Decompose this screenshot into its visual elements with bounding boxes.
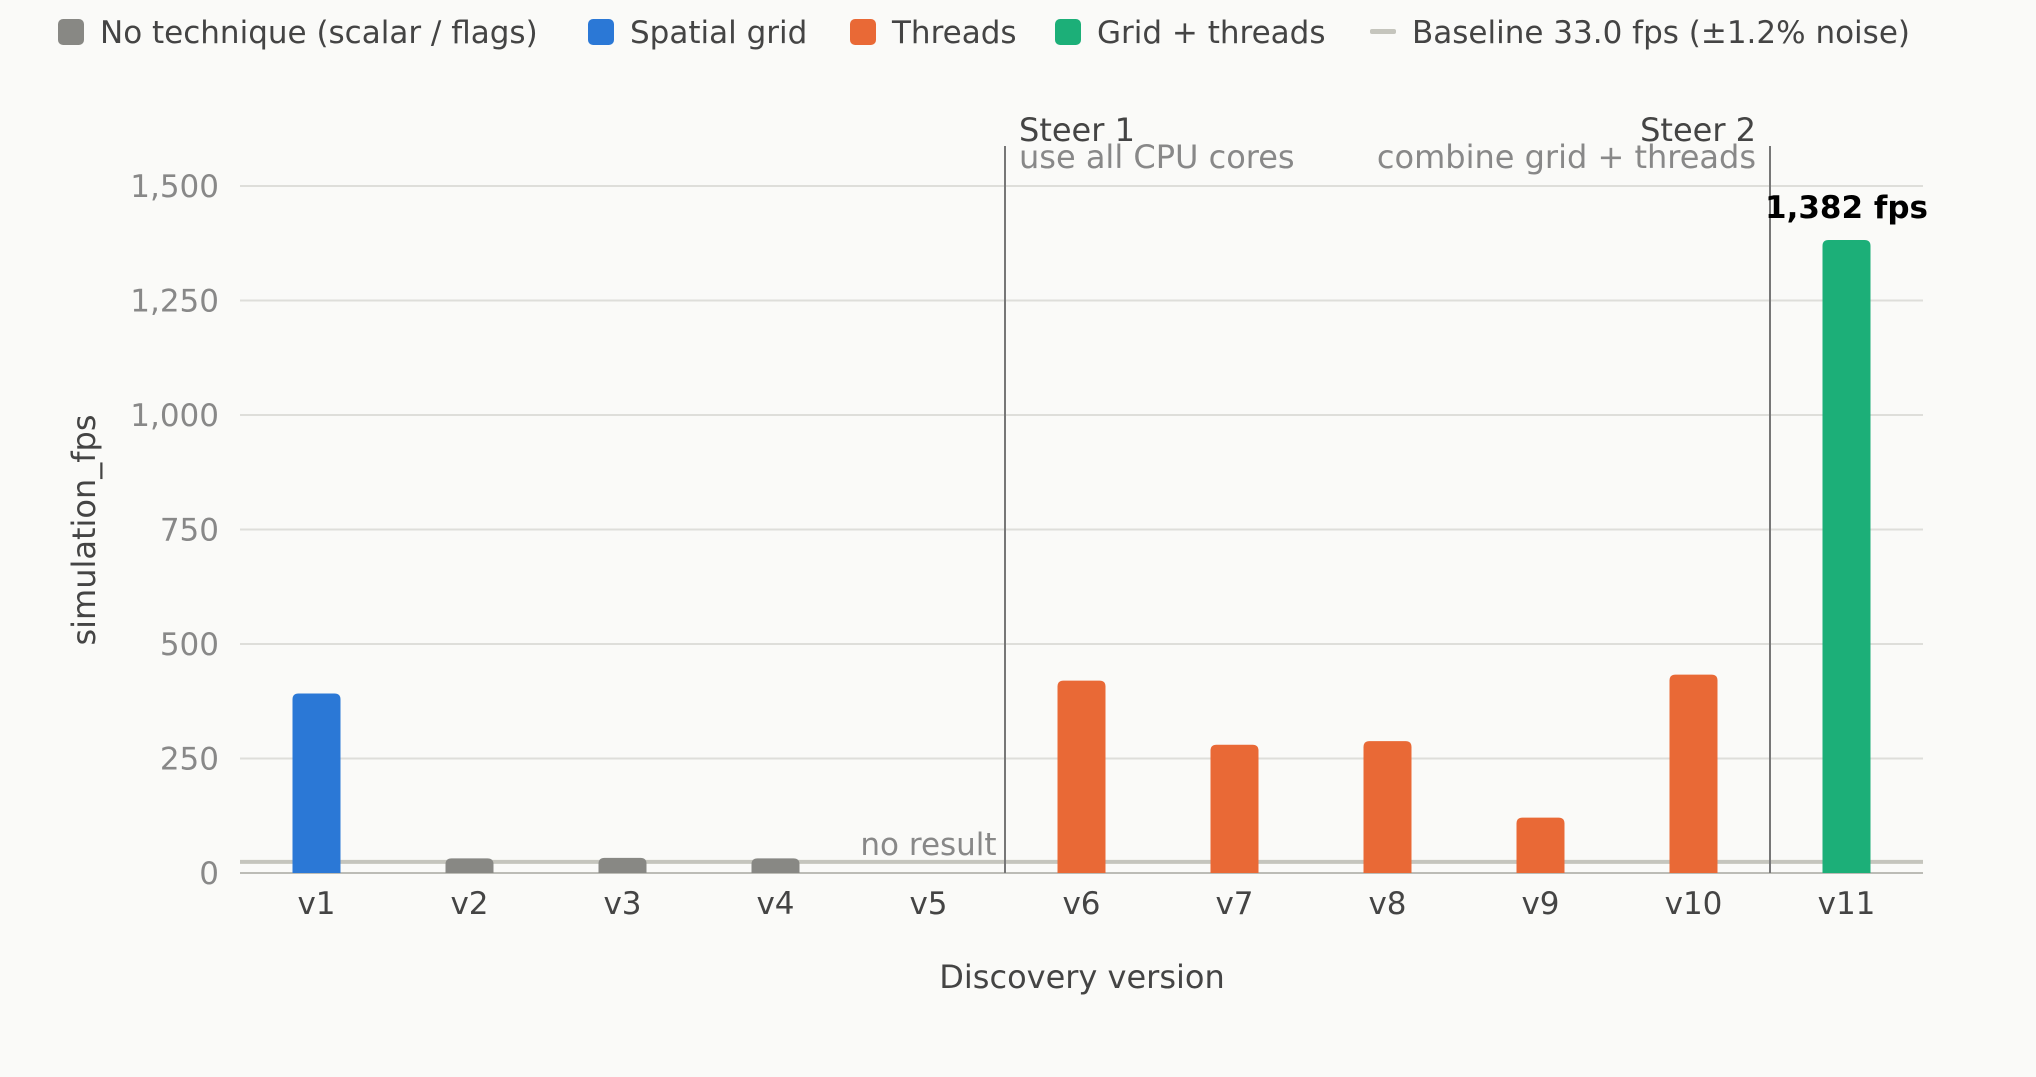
gridlines (240, 185, 1923, 874)
x-tick-label: v4 (756, 886, 794, 922)
bar-v9 (1516, 817, 1565, 873)
y-tick-label: 1,250 (130, 284, 219, 320)
x-tick-label: v5 (909, 886, 947, 922)
x-tick-label: v11 (1818, 886, 1876, 922)
bars (292, 240, 1871, 873)
bar-v10 (1669, 674, 1718, 873)
steer-subtitle-2: combine grid + threads (1377, 138, 1756, 176)
x-axis-title: Discovery version (939, 958, 1224, 996)
y-tick-label: 1,500 (130, 169, 219, 205)
bar-v6 (1057, 680, 1106, 873)
legend-label-grid_threads: Grid + threads (1097, 15, 1326, 51)
x-tick-label: v8 (1368, 886, 1406, 922)
legend-marker-grid_threads (1055, 19, 1081, 45)
x-tick-label: v2 (450, 886, 488, 922)
legend-label-none: No technique (scalar / flags) (100, 15, 538, 51)
x-axis-ticks: v1 v2 v3 v4 v5 v6 v7 v8 v9 v10 v11 (297, 886, 1875, 922)
bar-v11 (1822, 240, 1871, 873)
no-result-label: no result (860, 827, 996, 863)
steer-subtitle-1: use all CPU cores (1019, 138, 1295, 176)
legend-marker-grid (588, 19, 614, 45)
y-axis-title: simulation_fps (65, 414, 103, 645)
bar-v2 (445, 858, 494, 873)
bar-v1 (292, 693, 341, 873)
legend-marker-none (58, 19, 84, 45)
bar-v3 (598, 857, 647, 873)
legend-label-threads: Threads (891, 15, 1017, 51)
x-tick-label: v10 (1665, 886, 1723, 922)
legend-label-grid: Spatial grid (630, 15, 807, 51)
y-tick-label: 500 (160, 627, 219, 663)
y-tick-label: 250 (160, 742, 219, 778)
legend-marker-baseline (1370, 29, 1396, 34)
x-tick-label: v7 (1215, 886, 1253, 922)
y-tick-label: 0 (199, 856, 219, 892)
bar-v7 (1210, 744, 1259, 873)
legend: No technique (scalar / flags) Spatial gri… (58, 15, 1910, 51)
x-tick-label: v3 (603, 886, 641, 922)
x-tick-label: v1 (297, 886, 335, 922)
legend-label-baseline: Baseline 33.0 fps (±1.2% noise) (1412, 15, 1910, 51)
steer-title-1: Steer 1 (1019, 111, 1135, 149)
steer-title-2: Steer 2 (1640, 111, 1756, 149)
bar-v4 (751, 858, 800, 873)
x-tick-label: v9 (1521, 886, 1559, 922)
annotations: no result 1,382 fps (860, 190, 1928, 863)
legend-marker-threads (850, 19, 876, 45)
y-tick-label: 750 (160, 513, 219, 549)
y-tick-label: 1,000 (130, 398, 219, 434)
x-tick-label: v6 (1062, 886, 1100, 922)
bar-v8 (1363, 741, 1412, 873)
y-axis-ticks: 0 250 500 750 1,000 1,250 1,500 (130, 169, 219, 892)
peak-value-label: 1,382 fps (1765, 190, 1928, 226)
